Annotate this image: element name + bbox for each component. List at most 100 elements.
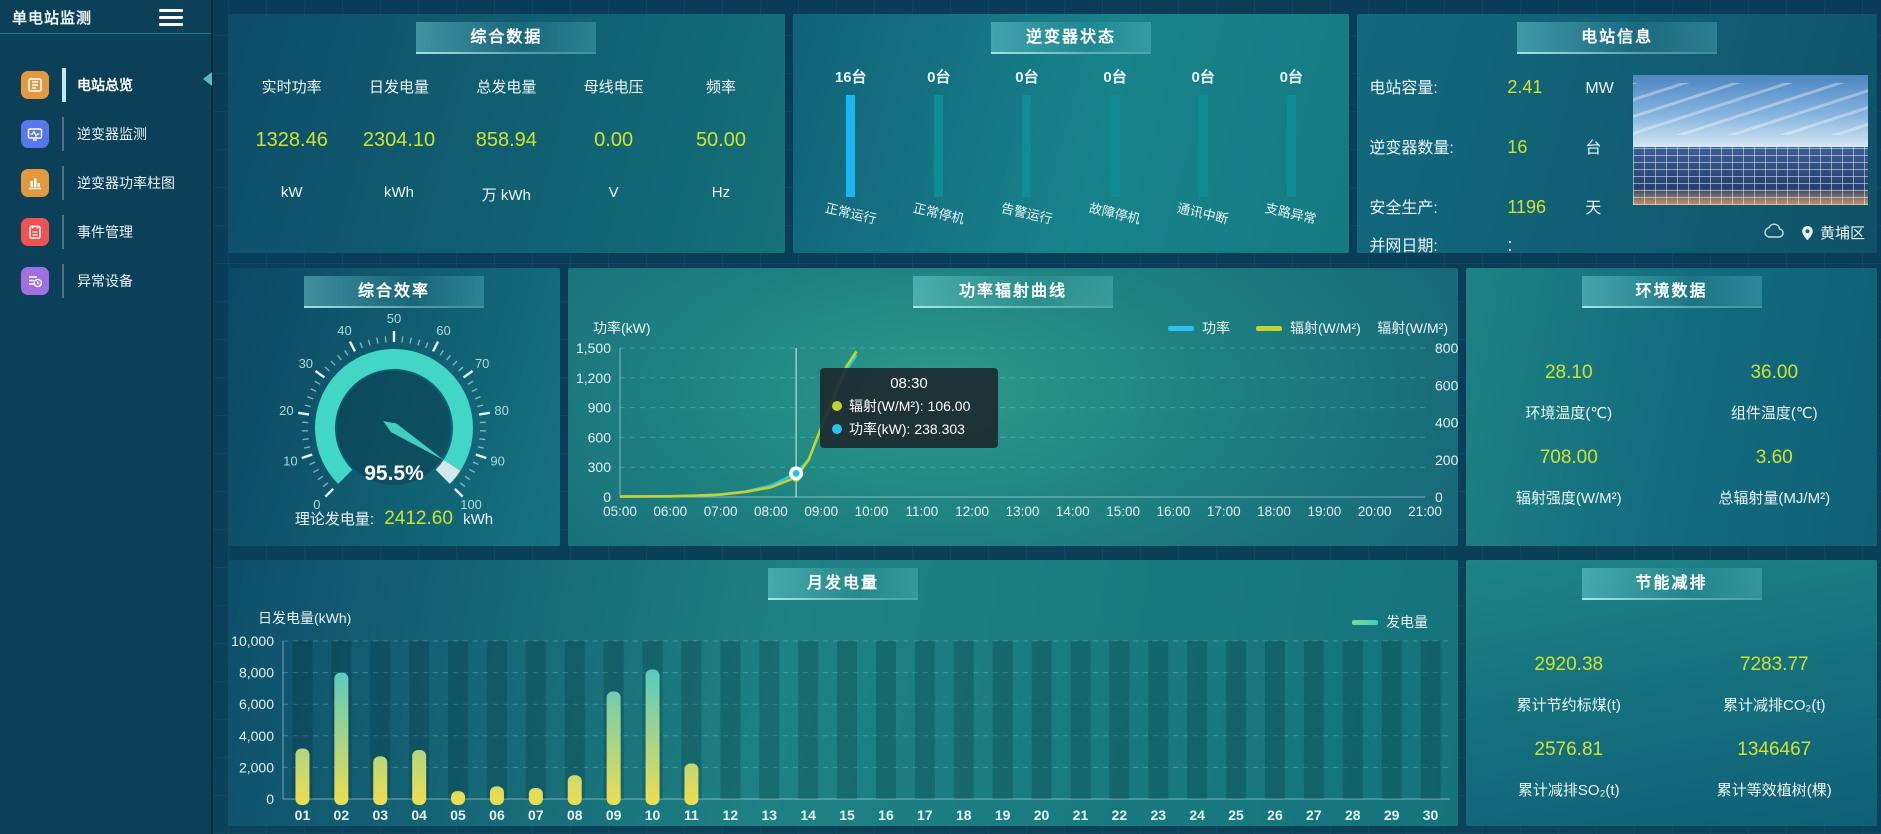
monthly-generation-chart[interactable]: 0 2,000 4,000 6,000 8,000 10,000 01 02 03 04 05 06 0…	[228, 560, 1458, 826]
stat-value: 2920.38	[1534, 654, 1604, 675]
svg-text:800: 800	[1435, 340, 1458, 356]
legend-label: 发电量	[1386, 614, 1428, 630]
info-unit: 台	[1585, 140, 1602, 157]
panel-monthly-generation[interactable]: 0 2,000 4,000 6,000 8,000 10,000 01 02 03 04 05 06 0…	[228, 560, 1458, 826]
status-label: 故障停机	[1087, 200, 1142, 227]
svg-text:05: 05	[450, 807, 466, 823]
svg-text:1,500: 1,500	[576, 340, 611, 356]
svg-text:19: 19	[995, 807, 1011, 823]
bar-chart-icon	[21, 168, 49, 197]
stat-unit: V	[608, 184, 619, 201]
inverter-status-column: 16台 正常运行	[807, 54, 895, 227]
stat-label: 频率	[705, 79, 736, 96]
stat-label: 实时功率	[261, 79, 322, 96]
panel-power-radiation-curve[interactable]: 0 300 600 900 1,200 1,500 0 200 400 600 800 05:00 06…	[568, 268, 1458, 546]
weather-cloud-icon[interactable]	[1763, 223, 1785, 243]
panel-title: 功率辐射曲线	[913, 276, 1113, 308]
tooltip-time: 08:30	[890, 375, 928, 392]
stat-value: 0.00	[594, 129, 634, 151]
svg-text:30: 30	[299, 356, 313, 371]
theory-generation-row: 理论发电量: 2412.60 kWh	[228, 508, 560, 530]
summary-cell: 频率 50.00 Hz	[667, 54, 774, 205]
station-info-row: 并网日期: :	[1369, 232, 1637, 253]
status-bar	[846, 95, 856, 197]
panel-title: 月发电量	[768, 568, 918, 600]
info-value: 1196	[1507, 197, 1547, 217]
svg-text:28: 28	[1345, 807, 1361, 823]
svg-text:0: 0	[266, 791, 274, 807]
sidebar-item-label: 异常设备	[62, 263, 133, 298]
svg-text:4,000: 4,000	[239, 728, 274, 744]
status-label: 支路异常	[1264, 200, 1319, 227]
svg-text:30: 30	[1423, 807, 1439, 823]
inverter-status-column: 0台 支路异常	[1247, 54, 1335, 227]
sidebar-item-station-overview[interactable]: 电站总览	[0, 60, 211, 109]
stat-label: 总发电量	[476, 79, 537, 96]
panel-title: 节能减排	[1581, 568, 1762, 600]
info-label: 并网日期:	[1369, 238, 1438, 253]
legend-item-generation[interactable]: 发电量	[1352, 612, 1428, 632]
svg-text:25: 25	[1228, 807, 1244, 823]
stat-value: 2304.10	[362, 129, 436, 151]
env-cell: 3.60 总辐射量(MJ/M²)	[1672, 423, 1878, 508]
svg-text:09:00: 09:00	[804, 504, 838, 519]
svg-text:11: 11	[684, 807, 699, 823]
panel-title: 综合效率	[304, 276, 484, 308]
stat-label: 母线电压	[583, 79, 644, 96]
panel-energy-saving: 节能减排 2920.38 累计节约标煤(t) 7283.77 累计减排CO₂(t…	[1466, 560, 1877, 826]
legend-item-power[interactable]: 功率	[1168, 318, 1230, 338]
inverter-status-column: 0台 正常停机	[895, 54, 983, 227]
svg-text:10:00: 10:00	[855, 504, 889, 519]
svg-text:04: 04	[411, 807, 427, 823]
sidebar-menu: 电站总览 逆变器监测 逆变器功率柱图 事件管理	[0, 60, 211, 305]
inverter-status-column: 0台 故障停机	[1071, 54, 1159, 227]
svg-text:10: 10	[645, 807, 661, 823]
stat-value: 50.00	[695, 129, 746, 151]
report-icon	[21, 70, 49, 99]
info-label: 逆变器数量:	[1369, 140, 1454, 157]
legend-item-radiation[interactable]: 辐射(W/M²)	[1256, 318, 1361, 338]
stat-label: 环境温度(℃)	[1525, 405, 1613, 422]
inverter-status-column: 0台 告警运行	[983, 54, 1071, 227]
stat-unit: 万 kWh	[481, 187, 531, 204]
status-count: 0台	[1103, 69, 1127, 86]
status-count: 0台	[1191, 69, 1215, 86]
stat-label: 累计减排CO₂(t)	[1723, 697, 1826, 714]
sidebar-item-inverter-power-bars[interactable]: 逆变器功率柱图	[0, 158, 211, 207]
sidebar-collapse-arrow-icon[interactable]	[203, 72, 212, 86]
stat-value: 708.00	[1539, 447, 1598, 468]
info-unit: MW	[1585, 80, 1614, 97]
sidebar-item-label: 电站总览	[62, 67, 133, 102]
status-bar	[934, 95, 944, 197]
svg-text:26: 26	[1267, 807, 1283, 823]
station-info-row: 电站容量: 2.41 MW	[1369, 74, 1637, 100]
svg-text:0: 0	[603, 489, 611, 505]
svg-text:200: 200	[1435, 452, 1458, 468]
svg-text:11:00: 11:00	[905, 504, 938, 519]
sidebar-item-abnormal-devices[interactable]: 异常设备	[0, 256, 211, 305]
info-value: 2.41	[1507, 77, 1543, 97]
svg-text:27: 27	[1306, 807, 1322, 823]
station-info-row: 安全生产: 1196 天	[1369, 194, 1637, 220]
location-pin-icon[interactable]: 黄埔区	[1801, 222, 1865, 243]
power-radiation-chart[interactable]: 0 300 600 900 1,200 1,500 0 200 400 600 800 05:00 06…	[568, 268, 1458, 546]
status-label: 告警运行	[999, 200, 1054, 227]
svg-text:15: 15	[839, 807, 855, 823]
svg-text:90: 90	[490, 454, 504, 469]
sidebar-item-inverter-monitor[interactable]: 逆变器监测	[0, 109, 211, 158]
hamburger-menu-icon[interactable]	[159, 9, 183, 26]
sidebar-item-event-management[interactable]: 事件管理	[0, 207, 211, 256]
stat-value: 1328.46	[255, 129, 328, 151]
svg-text:18:00: 18:00	[1257, 504, 1291, 519]
stat-unit: kW	[280, 184, 303, 201]
svg-text:8,000: 8,000	[239, 665, 274, 681]
tooltip-dot-power	[832, 424, 842, 434]
app-title: 单电站监测	[12, 10, 93, 27]
bar-legend: 发电量	[1352, 612, 1428, 632]
svg-text:13:00: 13:00	[1006, 504, 1040, 519]
stat-value: 7283.77	[1739, 654, 1809, 675]
svg-text:19:00: 19:00	[1307, 504, 1341, 519]
status-count: 0台	[1015, 69, 1039, 86]
svg-text:03: 03	[372, 807, 388, 823]
svg-text:10,000: 10,000	[231, 633, 274, 649]
